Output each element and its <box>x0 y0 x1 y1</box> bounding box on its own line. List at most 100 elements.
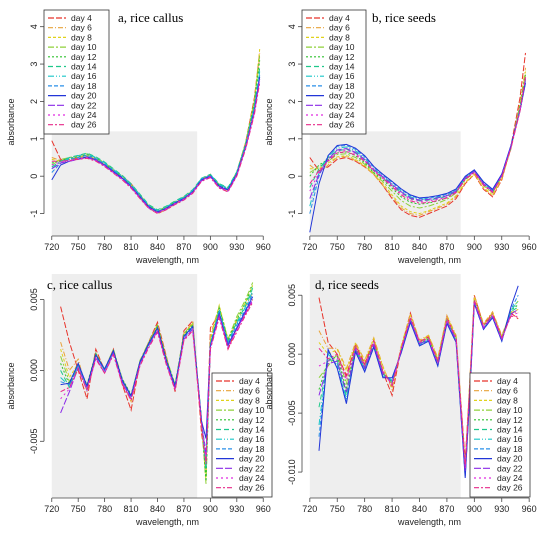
series-line-day-12 <box>51 60 261 212</box>
y-tick-label: 0 <box>29 174 39 179</box>
series-line-day-24 <box>318 300 519 469</box>
y-tick-label: -1 <box>29 210 39 218</box>
legend-label: day 24 <box>497 473 523 483</box>
series-line-day-8 <box>318 297 519 467</box>
x-tick-label: 750 <box>71 242 86 252</box>
legend-label: day 6 <box>239 386 260 396</box>
x-tick-label: 900 <box>203 504 218 514</box>
legend-label: day 14 <box>497 425 523 435</box>
y-axis-title: absorbance <box>264 98 274 145</box>
legend-label: day 20 <box>497 454 523 464</box>
x-tick-label: 810 <box>124 504 139 514</box>
x-tick-label: 810 <box>385 242 400 252</box>
x-tick-label: 960 <box>256 504 271 514</box>
y-tick-label: 0.000 <box>287 343 297 366</box>
panel-c: 720 750 780 810 840 870 900 930 960 -0.005 0.000 0.… <box>6 274 273 527</box>
x-tick-label: 780 <box>97 504 112 514</box>
panel-title: c, rice callus <box>47 277 112 292</box>
x-tick-label: 930 <box>229 242 244 252</box>
legend-label: day 22 <box>239 463 265 473</box>
x-tick-label: 840 <box>150 242 165 252</box>
legend-label: day 24 <box>329 110 355 120</box>
panel-b: 720 750 780 810 840 870 900 930 960 -1 0 1 2 3 4 wavele… <box>264 9 537 265</box>
legend-label: day 26 <box>239 483 265 493</box>
series-line-day-26 <box>318 299 519 468</box>
legend-box <box>211 372 273 498</box>
x-tick-label: 960 <box>522 242 537 252</box>
x-tick-label: 900 <box>467 504 482 514</box>
series-line-day-12 <box>309 75 526 205</box>
series-line-day-26 <box>309 77 526 204</box>
legend-label: day 22 <box>329 100 355 110</box>
legend-box <box>301 9 367 135</box>
y-tick-label: 3 <box>29 62 39 67</box>
x-tick-label: 720 <box>302 242 317 252</box>
legend-label: day 6 <box>329 23 350 33</box>
x-tick-label: 870 <box>176 504 191 514</box>
x-tick-label: 720 <box>44 242 59 252</box>
legend-box <box>469 372 531 498</box>
panel-title: b, rice seeds <box>372 10 436 25</box>
x-tick-label: 750 <box>330 504 345 514</box>
legend-label: day 12 <box>71 52 97 62</box>
x-axis-title: wavelength, nm <box>397 517 461 527</box>
panel-title: a, rice callus <box>118 10 183 25</box>
x-tick-label: 870 <box>176 242 191 252</box>
legend-label: day 18 <box>329 81 355 91</box>
y-tick-label: -0.010 <box>287 459 297 485</box>
legend-label: day 10 <box>71 42 97 52</box>
series-line-day-26 <box>60 302 254 465</box>
legend-label: day 12 <box>239 415 265 425</box>
legend-label: day 4 <box>71 13 92 23</box>
legend-label: day 14 <box>71 62 97 72</box>
series-line-day-22 <box>318 302 519 471</box>
legend-label: day 6 <box>497 386 518 396</box>
legend-label: day 22 <box>497 463 523 473</box>
y-tick-label: 2 <box>29 99 39 104</box>
x-tick-label: 810 <box>385 504 400 514</box>
y-axis-title: absorbance <box>264 362 274 409</box>
x-tick-label: 960 <box>256 242 271 252</box>
series-line-day-22 <box>309 78 526 201</box>
panel-a: 720 750 780 810 840 870 900 930 960 -1 0 1 2 3 4 wavele… <box>6 9 271 265</box>
x-tick-label: 750 <box>330 242 345 252</box>
series-line-day-24 <box>51 80 261 214</box>
x-tick-label: 780 <box>357 242 372 252</box>
x-tick-label: 960 <box>522 504 537 514</box>
legend-label: day 16 <box>239 434 265 444</box>
legend-label: day 20 <box>239 454 265 464</box>
series-line-day-26 <box>51 82 261 215</box>
series-line-day-16 <box>309 80 526 207</box>
series-line-day-14 <box>309 78 526 202</box>
x-tick-label: 900 <box>467 242 482 252</box>
x-tick-label: 900 <box>203 242 218 252</box>
legend-label: day 6 <box>71 23 92 33</box>
y-axis-title: absorbance <box>6 98 16 145</box>
y-tick-label: 2 <box>287 99 297 104</box>
legend-label: day 24 <box>239 473 265 483</box>
legend-label: day 8 <box>71 32 92 42</box>
legend-label: day 8 <box>497 395 518 405</box>
x-tick-label: 720 <box>44 504 59 514</box>
y-axis-title: absorbance <box>6 362 16 409</box>
shaded-region <box>309 274 461 498</box>
x-tick-label: 750 <box>71 504 86 514</box>
series-line-day-20 <box>60 296 254 439</box>
series-line-day-14 <box>51 67 261 211</box>
shaded-region <box>51 131 198 236</box>
y-tick-label: 0 <box>287 174 297 179</box>
legend-label: day 12 <box>329 52 355 62</box>
series-line-day-20 <box>318 285 519 479</box>
legend-label: day 16 <box>497 434 523 444</box>
x-axis-title: wavelength, nm <box>135 517 199 527</box>
y-tick-label: 0.000 <box>29 359 39 382</box>
legend-label: day 8 <box>329 32 350 42</box>
legend-label: day 26 <box>329 120 355 130</box>
y-tick-label: 4 <box>29 24 39 29</box>
legend-label: day 14 <box>239 425 265 435</box>
legend-label: day 18 <box>239 444 265 454</box>
